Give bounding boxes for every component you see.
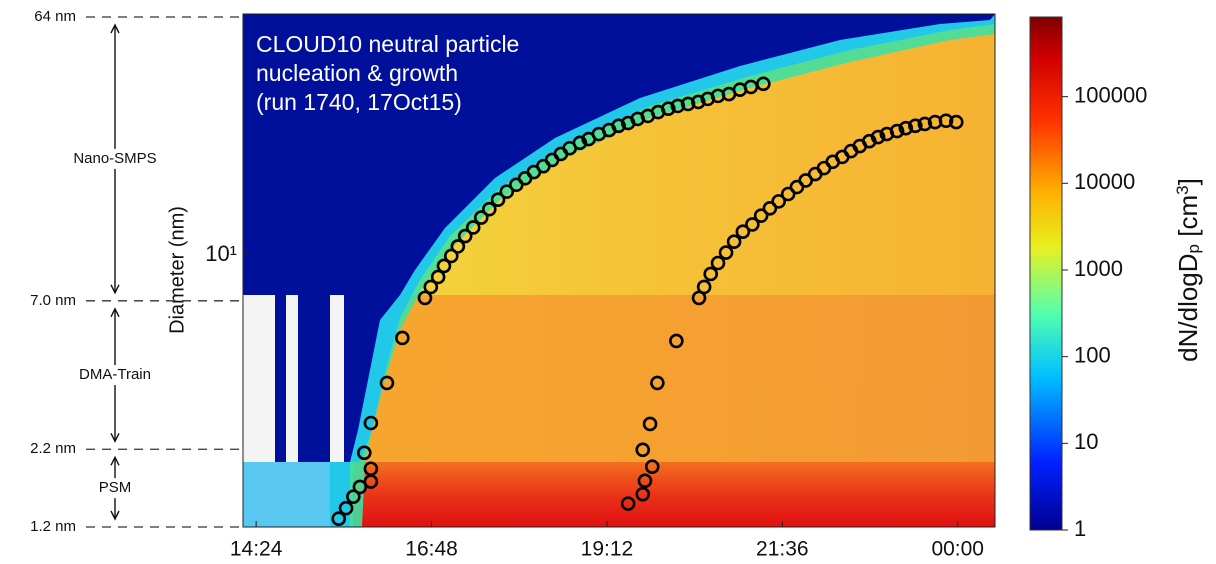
plot-title-line: nucleation & growth [256,60,458,86]
growth-point [450,239,466,254]
growth-point [948,114,964,130]
plot-annotation: CLOUD10 neutral particle nucleation & gro… [256,31,519,115]
growth-point [635,486,651,502]
x-tick-label: 19:12 [581,538,634,561]
arrow-head [110,432,120,443]
x-tick-label: 14:24 [230,538,283,561]
growth-point [771,194,786,209]
y-axis-label: Diameter (nm) [166,206,188,334]
heatmap [242,13,996,528]
arrow-head [110,23,120,34]
growth-point [703,266,719,282]
colorbar-tick-label: 10000 [1074,169,1135,194]
growth-point [357,445,372,461]
label-backdrop [69,478,161,499]
growth-point [680,96,696,112]
growth-point [457,228,473,244]
growth-point [338,500,354,516]
growth-point [718,245,734,260]
growth-point [443,248,459,264]
colorbar-label-part: 3 [1173,185,1192,194]
colorbar-tick-label: 1 [1074,516,1086,541]
growth-point [423,279,439,295]
growth-point [379,375,395,391]
label-backdrop [69,148,161,169]
x-tick-label: 21:36 [756,538,809,561]
growth-point [363,461,379,477]
growth-point [490,192,506,207]
growth-point [898,120,914,136]
growth-point [908,118,923,134]
colorbar-tick-label: 10 [1074,429,1098,454]
arrow-head [110,284,120,295]
growth-point [465,220,481,235]
diameter-label: 2.2 nm [30,440,76,457]
diameter-label: 64 nm [34,8,76,25]
colorbar-label-part: ] [1173,178,1203,185]
growth-point [481,201,497,217]
growth-point [395,330,410,346]
colorbar-label: dN/dlogDp [cm3] [1173,178,1203,362]
growth-point [735,224,751,239]
colorbar-tick-label: 100000 [1074,82,1147,107]
x-tick-label: 16:48 [405,538,458,561]
growth-point [499,184,515,199]
colorbar-label-part: dN/dlogD [1173,253,1203,361]
growth-point [780,186,796,202]
colorbar-label-part: [cm [1173,195,1203,244]
growth-point [572,135,588,151]
y-tick-label: 10¹ [205,241,237,266]
arrow-head [110,510,120,521]
colorbar-tick-label: 100 [1074,342,1111,367]
growth-point [670,98,686,114]
growth-point [870,129,886,145]
growth-point [889,123,905,139]
growth-point [417,290,433,306]
growth-point [473,210,489,225]
growth-point [710,255,726,271]
instrument-label: DMA-Train [79,366,151,383]
instrument-label: PSM [99,479,132,496]
arrow-head [110,455,120,466]
growth-point [753,208,769,223]
growth-point [642,416,658,432]
growth-point [611,118,626,134]
arrow-head [110,307,120,318]
diameter-label: 1.2 nm [30,518,76,535]
colorbar-label-part: p [1184,244,1203,253]
diameter-label: 7.0 nm [30,292,76,309]
x-tick-label: 00:00 [931,538,984,561]
growth-point [917,116,933,132]
colorbar [1029,16,1063,531]
growth-point [436,258,452,274]
plot-title-line: (run 1740, 17Oct15) [256,89,462,115]
growth-point [637,473,653,489]
growth-point [363,415,379,431]
growth-point [620,496,636,511]
colorbar-tick-label: 1000 [1074,256,1123,281]
growth-point [669,333,684,349]
growth-point [346,489,361,504]
growth-point [635,442,651,458]
plot-title-line: CLOUD10 neutral particle [256,31,519,57]
growth-point [331,511,347,527]
growth-point [938,113,954,129]
growth-point [644,459,660,475]
growth-point [430,269,446,285]
growth-point [726,234,742,249]
growth-point [696,279,712,295]
growth-point [352,479,368,495]
growth-point [650,375,665,391]
growth-point [745,217,760,232]
growth-point [661,101,676,117]
growth-point [762,201,778,216]
instrument-label: Nano-SMPS [73,150,156,167]
label-backdrop [69,365,161,386]
growth-point [756,76,771,92]
growth-point [690,94,706,110]
